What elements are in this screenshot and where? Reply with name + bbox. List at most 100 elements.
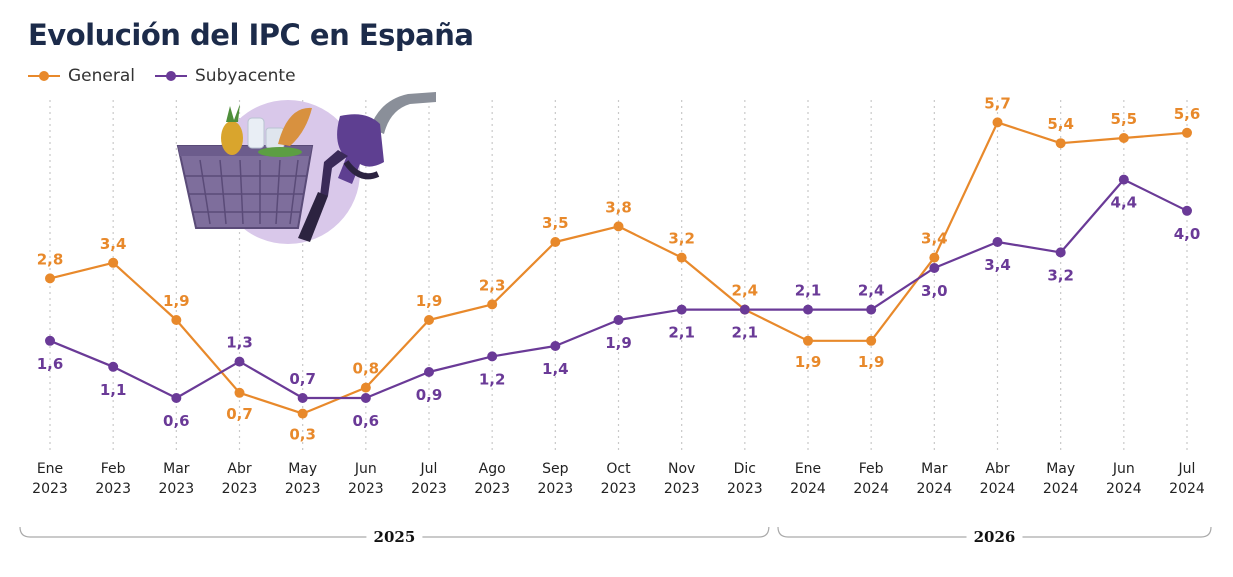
data-label-general: 1,9 <box>416 292 443 310</box>
x-tick-label-year: 2023 <box>411 481 447 497</box>
data-label-general: 1,9 <box>858 353 885 371</box>
grid-layer <box>49 100 1188 450</box>
data-label-general: 0,7 <box>226 405 253 423</box>
fuel-nozzle-icon <box>298 92 436 242</box>
data-point-general <box>803 335 813 346</box>
data-label-subyacente: 4,0 <box>1174 225 1201 243</box>
series-points <box>45 117 1192 419</box>
data-label-general: 0,8 <box>353 360 380 378</box>
data-label-subyacente: 1,4 <box>542 360 569 378</box>
legend-item-general: General <box>28 66 135 86</box>
x-tick-label-year: 2024 <box>1043 481 1079 497</box>
x-tick-label-year: 2024 <box>790 481 826 497</box>
data-point-general <box>613 221 624 232</box>
x-tick-label-month: Oct <box>606 461 631 477</box>
data-label-general: 3,5 <box>542 214 569 232</box>
data-label-subyacente: 3,2 <box>1047 266 1074 284</box>
x-tick-label-month: Jul <box>420 461 438 477</box>
data-label-subyacente: 1,3 <box>226 334 253 352</box>
data-point-subyacente <box>550 341 561 351</box>
data-label-subyacente: 0,7 <box>289 370 316 388</box>
legend-item-subyacente: Subyacente <box>155 66 296 86</box>
data-point-general <box>929 252 940 263</box>
data-point-general <box>676 252 687 263</box>
data-label-general: 5,4 <box>1047 115 1074 133</box>
data-label-general: 2,4 <box>732 282 759 300</box>
data-point-general <box>550 237 561 247</box>
data-point-general <box>992 117 1003 128</box>
data-point-general <box>360 382 371 393</box>
x-tick-label-year: 2023 <box>222 481 258 497</box>
data-label-general: 0,3 <box>289 426 316 444</box>
data-label-subyacente: 0,9 <box>416 386 443 404</box>
x-tick-label-year: 2024 <box>1169 481 1205 497</box>
data-label-subyacente: 4,4 <box>1111 194 1138 212</box>
legend: General Subyacente <box>28 66 316 86</box>
x-tick-label-year: 2023 <box>285 481 321 497</box>
x-tick-label-year: 2024 <box>917 481 953 497</box>
x-tick-label-year: 2024 <box>853 481 889 497</box>
data-label-subyacente: 2,1 <box>732 324 759 342</box>
data-point-subyacente <box>929 263 940 273</box>
x-tick-label-year: 2023 <box>727 481 763 497</box>
x-tick-label-month: Jun <box>1112 461 1135 477</box>
period-brackets: 2025 2026 <box>19 526 1212 546</box>
data-point-subyacente <box>45 335 55 346</box>
period-bracket-right <box>422 526 770 538</box>
data-label-subyacente: 2,1 <box>668 324 695 342</box>
data-label-general: 5,6 <box>1174 105 1201 123</box>
x-tick-label-month: Ago <box>479 461 506 477</box>
period-bracket-left <box>19 526 367 538</box>
data-point-subyacente <box>613 315 624 325</box>
x-tick-label-month: Sep <box>542 461 569 477</box>
x-tick-label-year: 2023 <box>159 481 195 497</box>
data-point-general <box>487 299 498 310</box>
data-label-general: 3,8 <box>605 198 632 216</box>
data-point-general <box>45 273 55 284</box>
x-tick-label-month: Mar <box>921 461 948 477</box>
data-labels: 2,8 1,6 3,4 1,1 1,9 0,6 0,7 1,3 0,3 0,7 0,8 0,6 1,9 0… <box>37 94 1201 443</box>
data-label-subyacente: 2,1 <box>795 282 822 300</box>
x-tick-label-year: 2023 <box>664 481 700 497</box>
data-label-subyacente: 1,6 <box>37 355 64 373</box>
x-tick-label-month: Abr <box>227 461 251 477</box>
data-label-subyacente: 1,2 <box>479 370 506 388</box>
period-label: 2026 <box>974 528 1016 546</box>
data-point-subyacente <box>424 367 434 377</box>
data-label-general: 5,7 <box>984 94 1011 112</box>
x-tick-label-month: Jun <box>354 461 377 477</box>
data-point-subyacente <box>739 304 750 315</box>
data-label-general: 2,8 <box>37 250 64 268</box>
x-tick-label-year: 2023 <box>538 481 574 497</box>
data-point-subyacente <box>487 351 498 362</box>
data-label-general: 3,4 <box>100 235 127 253</box>
data-label-subyacente: 1,9 <box>605 334 632 352</box>
data-point-subyacente <box>992 237 1003 247</box>
data-point-subyacente <box>803 304 813 315</box>
x-tick-label-month: May <box>288 461 317 477</box>
data-label-general: 2,3 <box>479 276 506 294</box>
data-label-general: 1,9 <box>795 353 822 371</box>
data-point-subyacente <box>297 393 308 403</box>
data-label-subyacente: 3,4 <box>984 256 1011 274</box>
data-point-general <box>1055 138 1066 149</box>
data-point-subyacente <box>1182 205 1192 216</box>
x-tick-label-year: 2024 <box>1106 481 1142 497</box>
x-axis: Ene 2023 Feb 2023 Mar 2023 Abr 2023 May 2023 Jun 20… <box>32 461 1205 497</box>
data-label-general: 5,5 <box>1111 110 1138 128</box>
x-tick-label-month: Ene <box>37 461 63 477</box>
data-label-subyacente: 1,1 <box>100 381 127 399</box>
data-point-subyacente <box>866 304 877 315</box>
period-bracket-left <box>777 526 967 538</box>
x-tick-label-month: Feb <box>859 461 884 477</box>
data-point-general <box>234 387 245 398</box>
chart-title: Evolución del IPC en España <box>28 18 474 52</box>
legend-swatch-subyacente <box>155 70 187 82</box>
x-tick-label-month: Ene <box>795 461 821 477</box>
data-point-subyacente <box>360 393 371 403</box>
data-point-general <box>866 335 877 346</box>
data-point-general <box>1182 127 1192 138</box>
x-tick-label-month: Nov <box>668 461 695 477</box>
data-point-general <box>108 257 119 268</box>
